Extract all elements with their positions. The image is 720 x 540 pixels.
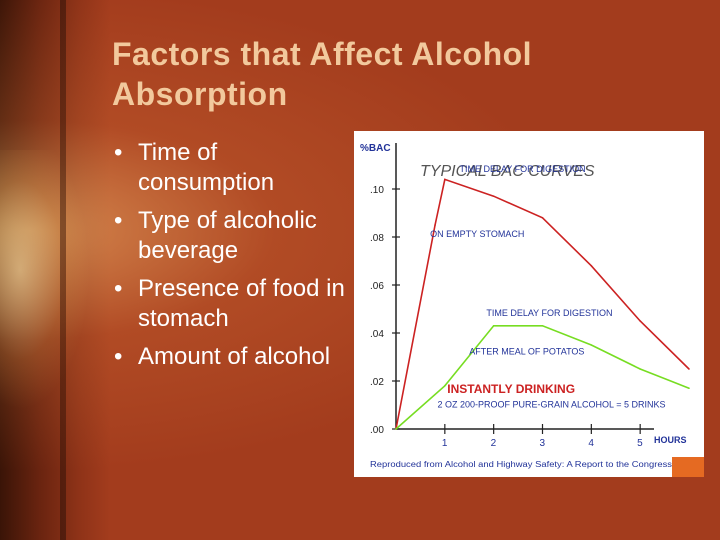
bullet-item: • Time of consumption	[114, 138, 354, 198]
chart-footnote: Reproduced from Alcohol and Highway Safe…	[370, 460, 672, 469]
y-axis-label: %BAC	[360, 143, 391, 154]
series-point	[639, 368, 641, 370]
series-point	[444, 178, 446, 181]
series-line	[395, 325, 690, 430]
bullet-item: • Type of alcoholic beverage	[114, 206, 354, 266]
series-point	[541, 217, 544, 219]
bullet-dot: •	[114, 343, 123, 370]
series-point	[444, 385, 446, 387]
chart-annotation: INSTANTLY DRINKING	[447, 382, 575, 396]
bac-chart: %BAC .10 .08 .06 .04 .02 .00 1 2 3 4 5 HOURS TYPICAL …	[354, 131, 704, 477]
series-point	[395, 428, 397, 430]
bullet-text: Presence of food in stomach	[138, 275, 345, 332]
slide-title: Factors that Affect Alcohol Absorption	[112, 36, 533, 112]
series-point	[492, 195, 495, 197]
background-glow	[0, 150, 90, 410]
series-point	[688, 368, 690, 370]
y-tick-label: .02	[370, 377, 384, 388]
bullet-dot: •	[114, 275, 123, 302]
y-tick-label: .04	[370, 329, 384, 340]
series-point	[590, 344, 593, 346]
series-point	[492, 325, 495, 327]
bullet-item: • Amount of alcohol	[114, 342, 354, 372]
x-tick-label: 5	[637, 438, 643, 449]
chart-annotation: TIME DELAY FOR DIGESTION	[486, 308, 612, 318]
chart-annotation: ON EMPTY STOMACH	[430, 229, 524, 239]
series-line	[395, 178, 690, 430]
bullet-item: • Presence of food in stomach	[114, 274, 354, 334]
chart-annotation: AFTER MEAL OF POTATOS	[469, 347, 584, 357]
chart-annotation: 2 OZ 200-PROOF PURE-GRAIN ALCOHOL = 5 DR…	[438, 399, 666, 409]
x-tick-label: 1	[442, 438, 448, 449]
y-tick-label: .06	[370, 281, 384, 292]
bullet-text: Time of consumption	[138, 139, 275, 196]
series-point	[688, 387, 690, 390]
x-tick-label: 2	[491, 438, 497, 449]
y-tick-label: .00	[370, 425, 384, 436]
corner-tab	[672, 457, 704, 477]
bac-chart-svg: %BAC .10 .08 .06 .04 .02 .00 1 2 3 4 5 HOURS TYPICAL …	[360, 143, 690, 469]
bullet-list: • Time of consumption • Type of alcoholi…	[114, 138, 354, 380]
x-tick-label: 3	[540, 438, 546, 449]
series-point	[639, 320, 641, 322]
bullet-text: Amount of alcohol	[138, 343, 331, 370]
series-point	[541, 325, 544, 327]
bullet-text: Type of alcoholic beverage	[138, 207, 317, 264]
bullet-dot: •	[114, 207, 123, 234]
chart-annotation: TIME DELAY FOR DIGESTION	[459, 164, 585, 174]
bullet-dot: •	[114, 139, 123, 166]
x-tick-label: 4	[588, 438, 594, 449]
x-axis-label: HOURS	[654, 435, 687, 445]
background-bar	[60, 0, 66, 540]
y-tick-label: .08	[370, 233, 384, 244]
series-point	[590, 265, 593, 267]
chart-title: TYPICAL BAC CURVES	[420, 163, 595, 180]
y-tick-label: .10	[370, 185, 384, 196]
series-point	[434, 224, 436, 226]
